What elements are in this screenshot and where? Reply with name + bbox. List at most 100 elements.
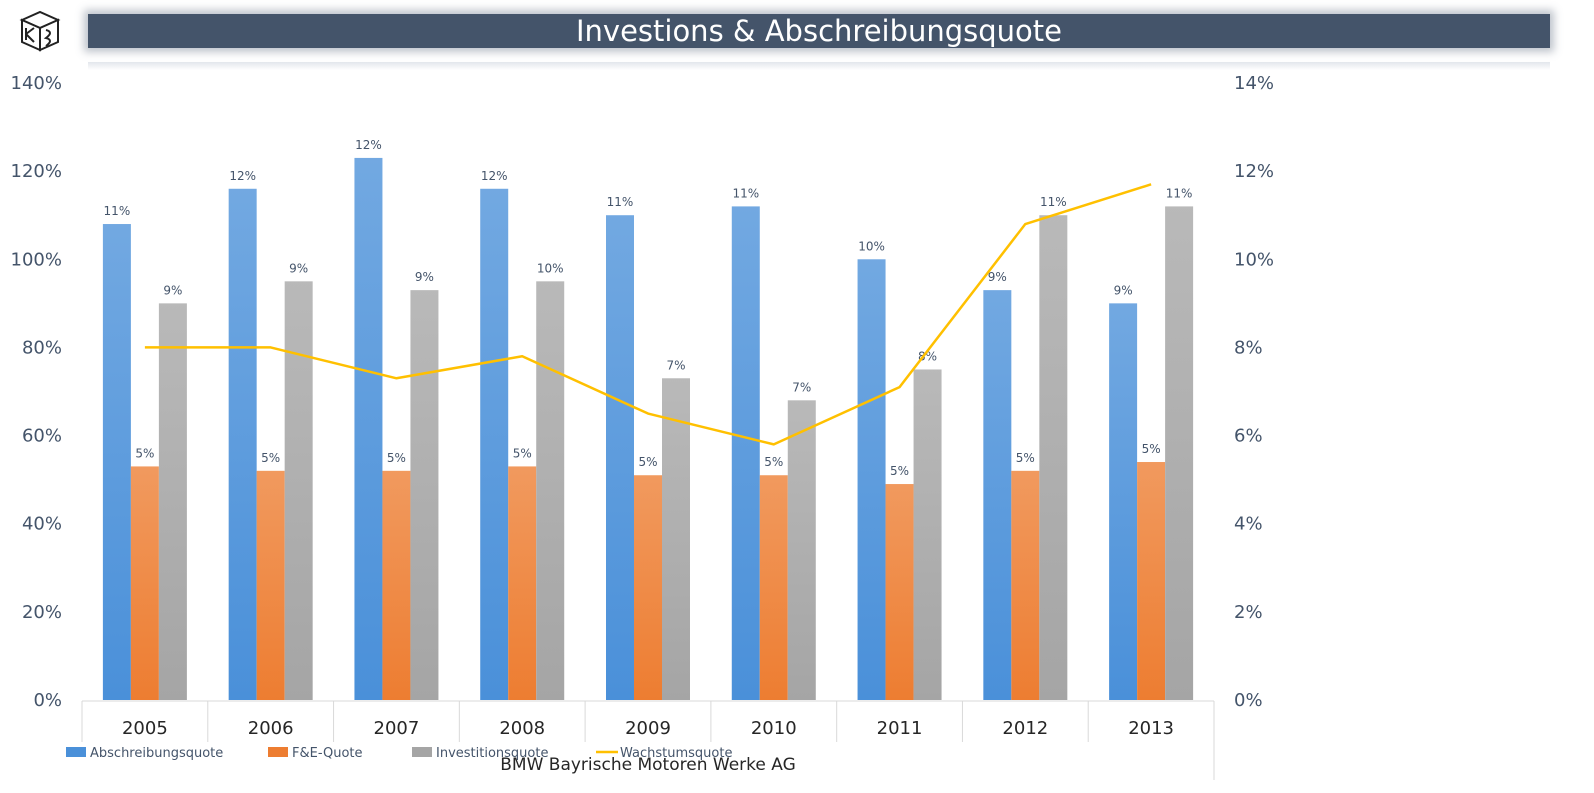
legend-swatch <box>412 747 432 757</box>
data-label: 10% <box>858 239 885 253</box>
bar-investitionsquote-2008 <box>536 281 565 700</box>
data-label: 5% <box>513 446 532 460</box>
right-tick-label: 10% <box>1234 249 1274 270</box>
legend-label: F&E-Quote <box>292 746 363 761</box>
data-labels: 11% 5% 9% 12% 5% 9% 12% 5% 9% 12% 5% 10% 11% 5% 7% 11% 5… <box>104 138 1193 478</box>
data-label: 9% <box>988 270 1007 284</box>
data-label: 5% <box>135 446 154 460</box>
data-label: 7% <box>792 380 811 394</box>
bar-investitionsquote-2007 <box>410 290 439 700</box>
right-tick-label: 0% <box>1234 690 1263 711</box>
bar-f-e-quote-2008 <box>508 466 537 700</box>
bar-investitionsquote-2011 <box>913 369 942 700</box>
bar-investitionsquote-2005 <box>158 303 187 700</box>
bar-abschreibungsquote-2006 <box>228 188 257 700</box>
data-label: 12% <box>355 138 382 152</box>
bar-abschreibungsquote-2011 <box>857 259 886 700</box>
bar-f-e-quote-2009 <box>634 475 662 700</box>
bar-f-e-quote-2007 <box>382 470 411 700</box>
right-tick-label: 4% <box>1234 514 1263 535</box>
right-tick-label: 14% <box>1234 73 1274 94</box>
data-label: 9% <box>1114 283 1133 297</box>
data-label: 8% <box>918 349 937 363</box>
data-label: 5% <box>387 451 406 465</box>
data-label: 11% <box>104 204 131 218</box>
bar-abschreibungsquote-2005 <box>102 224 131 700</box>
data-label: 11% <box>1040 195 1067 209</box>
category-label: 2012 <box>1002 718 1048 739</box>
category-label: 2005 <box>122 718 168 739</box>
category-label: 2009 <box>625 718 671 739</box>
left-tick-label: 0% <box>33 690 62 711</box>
right-tick-label: 2% <box>1234 602 1263 623</box>
category-label: 2013 <box>1128 718 1174 739</box>
data-label: 9% <box>163 283 182 297</box>
company-name: BMW Bayrische Motoren Werke AG <box>500 755 796 775</box>
category-label: 2008 <box>499 718 545 739</box>
data-label: 5% <box>1142 442 1161 456</box>
data-label: 12% <box>229 169 256 183</box>
left-tick-label: 140% <box>11 73 62 94</box>
left-tick-label: 20% <box>22 602 62 623</box>
legend-swatch <box>268 747 288 757</box>
title-bar: Investions & Abschreibungsquote <box>88 14 1550 48</box>
data-label: 5% <box>638 455 657 469</box>
legend-label: Wachstumsquote <box>620 746 732 761</box>
right-tick-label: 12% <box>1234 161 1274 182</box>
category-label: 2006 <box>248 718 294 739</box>
legend: Abschreibungsquote F&E-Quote Investitionsq… <box>66 746 732 761</box>
bar-investitionsquote-2013 <box>1165 206 1194 700</box>
left-tick-label: 120% <box>11 161 62 182</box>
bar-f-e-quote-2006 <box>256 470 285 700</box>
legend-label: Abschreibungsquote <box>90 746 223 761</box>
left-tick-label: 100% <box>11 249 62 270</box>
data-label: 7% <box>666 358 685 372</box>
bar-investitionsquote-2009 <box>662 378 690 700</box>
data-label: 11% <box>607 195 634 209</box>
bar-investitionsquote-2012 <box>1039 215 1068 700</box>
data-label: 9% <box>289 261 308 275</box>
data-label: 12% <box>481 169 508 183</box>
data-label: 5% <box>261 451 280 465</box>
category-label: 2010 <box>751 718 797 739</box>
bar-f-e-quote-2011 <box>885 484 914 700</box>
bar-abschreibungsquote-2007 <box>354 157 383 700</box>
left-tick-label: 80% <box>22 337 62 358</box>
right-tick-label: 6% <box>1234 426 1263 447</box>
bar-abschreibungsquote-2009 <box>606 215 634 700</box>
title-reflection <box>88 62 1550 70</box>
data-label: 11% <box>732 186 759 200</box>
logo <box>16 6 64 54</box>
legend-swatch <box>66 747 86 757</box>
data-label: 10% <box>537 261 564 275</box>
bar-abschreibungsquote-2008 <box>480 188 509 700</box>
right-axis: 0% 2% 4% 6% 8% 10% 12% 14% <box>1234 73 1274 711</box>
category-label: 2011 <box>877 718 923 739</box>
left-tick-label: 60% <box>22 426 62 447</box>
bar-f-e-quote-2005 <box>130 466 159 700</box>
data-label: 11% <box>1166 186 1193 200</box>
line-layer <box>144 183 1152 446</box>
data-label: 5% <box>1016 451 1035 465</box>
bar-investitionsquote-2010 <box>787 400 816 700</box>
bars <box>102 157 1194 700</box>
bar-f-e-quote-2013 <box>1137 462 1166 700</box>
right-tick-label: 8% <box>1234 337 1263 358</box>
chart-title: Investions & Abschreibungsquote <box>575 14 1063 48</box>
category-axis: 2005 2006 2007 2008 2009 2010 2011 2012 2013 <box>81 700 1215 780</box>
bar-abschreibungsquote-2013 <box>1109 303 1138 700</box>
logo-cube-icon <box>19 10 61 52</box>
data-label: 5% <box>764 455 783 469</box>
bar-abschreibungsquote-2010 <box>731 206 760 700</box>
data-label: 5% <box>890 464 909 478</box>
left-tick-label: 40% <box>22 514 62 535</box>
bar-abschreibungsquote-2012 <box>983 290 1012 700</box>
data-label: 9% <box>415 270 434 284</box>
legend-label: Investitionsquote <box>436 746 548 761</box>
bar-f-e-quote-2010 <box>759 475 788 700</box>
category-label: 2007 <box>374 718 420 739</box>
line-wachstumsquote <box>144 183 1152 446</box>
left-axis: 0% 20% 40% 60% 80% 100% 120% 140% <box>11 73 62 711</box>
bar-f-e-quote-2012 <box>1011 470 1040 700</box>
